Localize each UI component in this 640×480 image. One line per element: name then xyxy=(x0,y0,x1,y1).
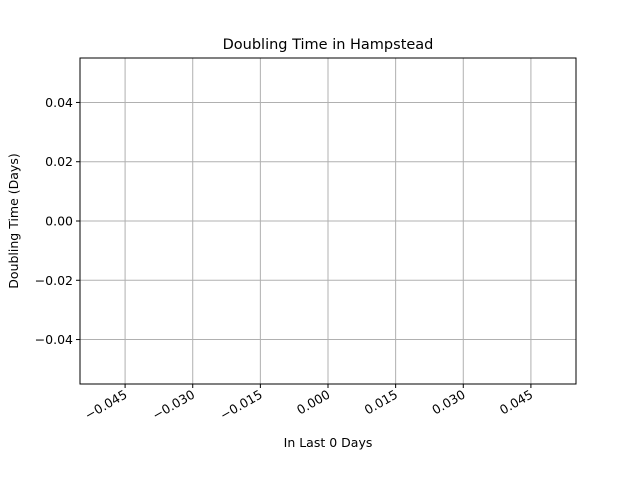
x-axis-label: In Last 0 Days xyxy=(284,435,373,450)
y-tick-label: −0.04 xyxy=(35,332,73,347)
y-axis-label: Doubling Time (Days) xyxy=(6,153,21,288)
y-tick-label: −0.02 xyxy=(35,273,73,288)
y-tick-label: 0.00 xyxy=(45,214,73,229)
y-tick-label: 0.04 xyxy=(45,95,73,110)
y-tick-label: 0.02 xyxy=(45,154,73,169)
grid xyxy=(80,58,576,384)
chart-title: Doubling Time in Hampstead xyxy=(223,37,434,53)
